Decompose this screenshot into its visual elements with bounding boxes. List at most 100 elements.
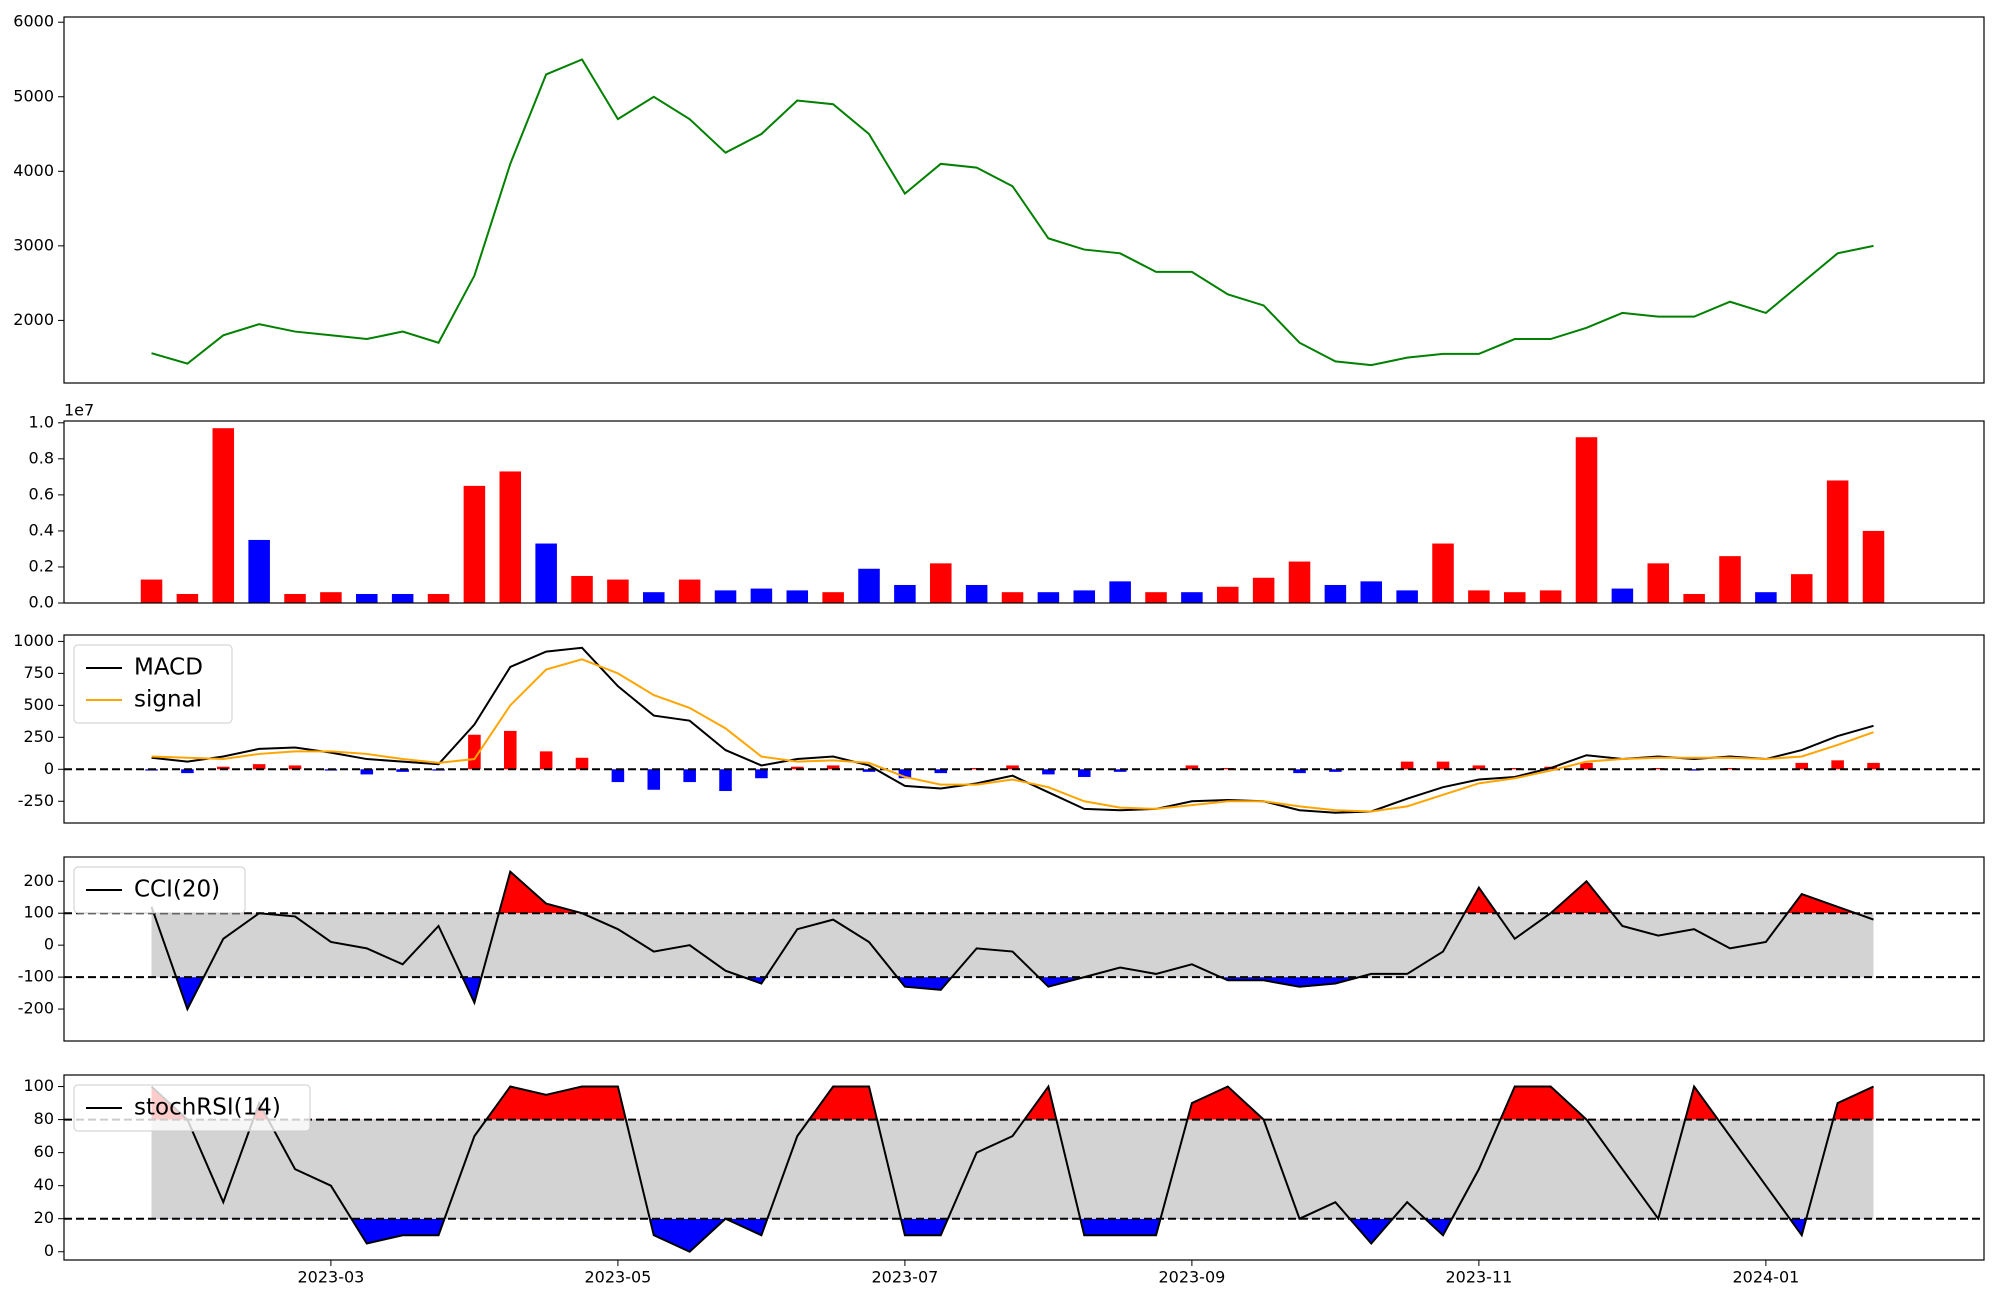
y-tick-label: 3000 — [13, 235, 54, 254]
y-tick-label: 0.2 — [29, 556, 54, 575]
y-tick-label: 4000 — [13, 161, 54, 180]
histogram-bar — [1113, 769, 1127, 772]
y-tick-label: 0.4 — [29, 520, 54, 539]
volume-bar — [140, 579, 163, 603]
volume-bar — [1719, 556, 1741, 603]
volume-bar — [1145, 592, 1167, 603]
histogram-bar — [862, 769, 876, 772]
volume-bar — [571, 575, 593, 603]
volume-bar — [1217, 586, 1239, 603]
volume-bar — [1539, 590, 1562, 603]
volume-bar — [499, 471, 522, 603]
price-line — [151, 58, 1874, 367]
panel-frame — [63, 16, 1985, 384]
y-tick-label: -200 — [18, 999, 54, 1018]
histogram-bar — [1580, 762, 1593, 770]
histogram-bar — [719, 769, 732, 792]
volume-bar — [894, 584, 916, 603]
histogram-bar — [181, 769, 194, 774]
y-tick-label: -100 — [18, 967, 54, 986]
indicator-line — [151, 646, 1874, 814]
volume-bar — [427, 593, 450, 603]
histogram-bar — [539, 751, 553, 770]
y-tick-label: 5000 — [13, 86, 54, 105]
volume-bar — [965, 584, 988, 603]
x-tick-label: 2023-05 — [584, 1268, 651, 1287]
panel-frame — [63, 856, 1985, 1042]
volume-bar — [1826, 480, 1849, 603]
y-tick-label: 40 — [34, 1175, 54, 1194]
y-tick-label: 2000 — [13, 310, 54, 329]
volume-bar — [714, 590, 737, 603]
histogram-bar — [1436, 761, 1450, 770]
x-tick-label: 2023-09 — [1158, 1268, 1225, 1287]
x-tick-label: 2023-03 — [297, 1268, 364, 1287]
volume-bar — [284, 593, 306, 603]
volume-bar — [1001, 592, 1024, 603]
histogram-bar — [790, 766, 804, 770]
volume-bar — [1324, 584, 1347, 603]
y-tick-label: 0 — [44, 759, 54, 778]
indicator-line — [151, 658, 1874, 813]
volume-bar — [320, 592, 342, 603]
y-tick-label: 0.6 — [29, 484, 54, 503]
y-tick-label: 750 — [23, 663, 54, 682]
histogram-bar — [360, 769, 374, 775]
volume-bar — [607, 579, 629, 603]
histogram-bar — [396, 769, 409, 772]
volume-bar — [1109, 581, 1131, 603]
panel: 0 20 40 60 80 100 stochRSI(14) 2023-03 2023-05 20… — [23, 1074, 1985, 1287]
histogram-bar — [1042, 769, 1055, 775]
y-tick-label: 100 — [23, 903, 54, 922]
y-tick-label: 0 — [44, 935, 54, 954]
histogram-bar — [826, 765, 840, 770]
panel-frame — [63, 420, 1985, 604]
histogram-bar — [1077, 769, 1091, 777]
histogram-bar — [1185, 765, 1199, 770]
volume-bar — [1504, 592, 1526, 603]
volume-bar — [248, 539, 270, 603]
histogram-bar — [647, 769, 661, 790]
volume-bar — [391, 593, 414, 603]
panel: 2000 3000 4000 5000 6000 — [13, 12, 1985, 384]
histogram-bar — [1687, 769, 1701, 771]
histogram-bar — [934, 769, 948, 774]
histogram-bar — [1723, 768, 1737, 770]
panel-frame — [63, 634, 1985, 824]
histogram-bar — [468, 734, 481, 770]
histogram-bar — [252, 764, 266, 770]
panel: -200 -100 0 100 200 CCI(20) — [18, 856, 1985, 1042]
above-fill — [151, 1086, 1874, 1120]
plot-area — [140, 428, 1885, 603]
legend-label: stochRSI(14) — [134, 1095, 281, 1121]
below-fill — [151, 1218, 1874, 1252]
offset-label: 1e7 — [64, 401, 94, 420]
volume-bar — [1432, 543, 1454, 603]
legend-box — [73, 1084, 311, 1132]
histogram-bar — [1293, 769, 1306, 774]
panel-frame — [63, 1074, 1985, 1261]
volume-bar — [1396, 590, 1418, 603]
histogram-bar — [504, 730, 517, 770]
histogram-bar — [755, 769, 768, 779]
volume-bar — [1360, 581, 1383, 603]
volume-bar — [463, 485, 486, 603]
histogram-bar — [288, 765, 302, 770]
volume-bar — [1037, 592, 1060, 603]
volume-bar — [1073, 590, 1096, 603]
plot-area — [151, 58, 1874, 367]
legend-box — [73, 644, 233, 724]
legend-box — [73, 866, 246, 914]
y-tick-label: 0.0 — [29, 593, 54, 612]
volume-bar — [1468, 590, 1490, 603]
histogram-bar — [1795, 762, 1809, 770]
legend-label: signal — [134, 687, 202, 713]
y-tick-label: 80 — [34, 1109, 54, 1128]
plot-area — [64, 646, 1984, 814]
volume-bar — [1181, 592, 1203, 603]
volume-bar — [1647, 563, 1670, 603]
volume-bar — [1288, 561, 1311, 603]
histogram-bar — [1400, 761, 1414, 770]
histogram-bar — [217, 766, 230, 770]
histogram-bar — [1651, 768, 1665, 770]
